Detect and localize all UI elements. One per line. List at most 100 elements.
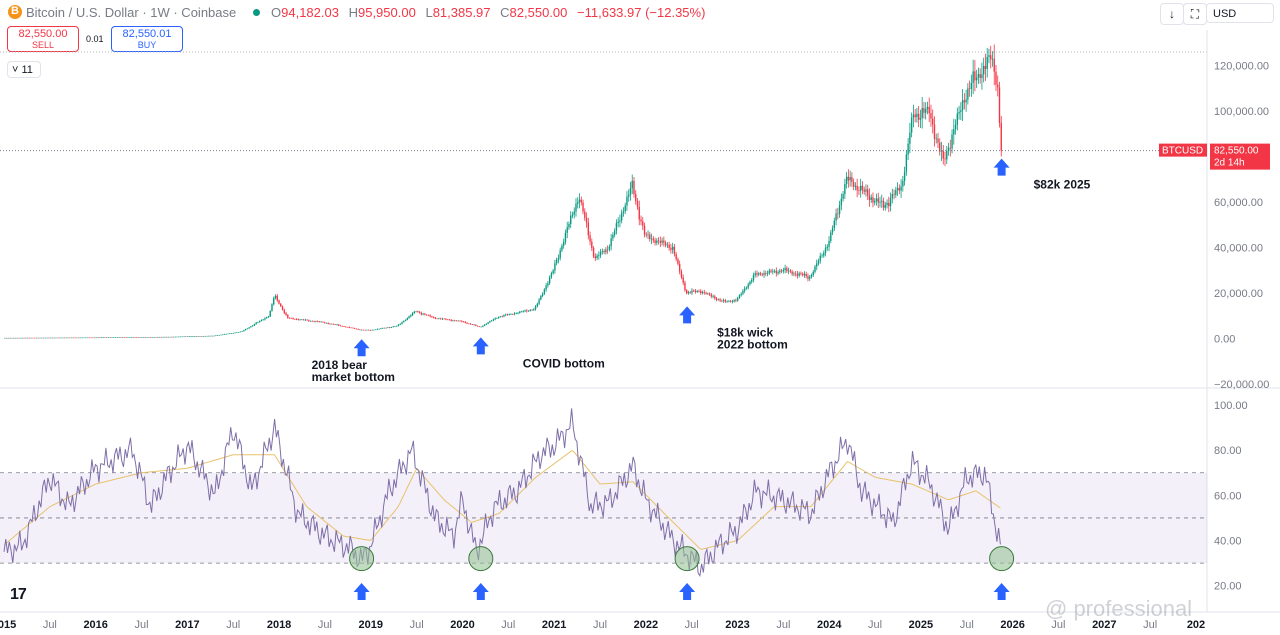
candle (643, 222, 646, 238)
tradingview-logo-icon[interactable]: 17 (10, 586, 27, 603)
symbol-label-box (1159, 143, 1207, 157)
candle (733, 299, 735, 303)
candle (554, 259, 556, 274)
candle (526, 309, 528, 313)
candle (972, 59, 974, 95)
candle (810, 273, 813, 279)
candle (67, 337, 69, 339)
candle (842, 191, 844, 202)
candle (418, 310, 421, 314)
candle (993, 44, 995, 86)
candle (367, 329, 370, 331)
candle (469, 323, 472, 325)
candle (197, 336, 199, 337)
candle (724, 298, 727, 303)
indicators-toggle[interactable]: ˅ 11 (7, 61, 41, 78)
time-tick-label: 2015 (0, 619, 16, 631)
candle (975, 69, 978, 88)
candle (381, 327, 384, 329)
sell-price: 82,550.00 (18, 28, 68, 40)
candle (389, 326, 391, 329)
candle (529, 309, 532, 312)
candle (172, 336, 175, 338)
candle (533, 308, 535, 312)
candle (503, 314, 505, 318)
candle (888, 196, 890, 213)
candle (791, 269, 793, 276)
bitcoin-icon (8, 5, 22, 19)
candle (849, 170, 851, 187)
candle (982, 57, 985, 83)
candle (241, 331, 243, 332)
candle (420, 311, 423, 316)
candle (60, 337, 62, 339)
candle (819, 252, 821, 264)
candle (826, 244, 828, 251)
candle (181, 336, 184, 338)
candle (267, 315, 270, 319)
candle (965, 89, 967, 112)
candle (587, 217, 589, 240)
candle (763, 270, 765, 278)
candle (385, 327, 387, 329)
candle (44, 337, 46, 339)
candle (620, 209, 623, 224)
candle (809, 274, 811, 281)
candle (489, 320, 491, 323)
candle (468, 323, 470, 325)
candle (34, 337, 36, 339)
candle (552, 268, 554, 275)
candle (292, 317, 294, 320)
candle (759, 271, 762, 276)
candle (157, 336, 159, 338)
annotation-text: $18k wick (717, 325, 773, 339)
candle (673, 244, 676, 257)
time-tick-label: 2025 (909, 619, 933, 631)
candle (513, 312, 516, 316)
time-tick-label: 2019 (359, 619, 383, 631)
candle (891, 188, 894, 204)
candle (100, 337, 103, 339)
candle (592, 246, 595, 259)
candle (455, 320, 458, 322)
candle (689, 290, 691, 294)
candle (951, 129, 953, 154)
candle (288, 317, 291, 319)
candle (301, 319, 303, 321)
candle (895, 186, 897, 198)
candle (195, 336, 198, 337)
candle (373, 329, 375, 331)
buy-price: 82,550.01 (122, 28, 172, 40)
candle (51, 337, 54, 339)
candle (997, 75, 999, 97)
candle (222, 334, 224, 336)
time-tick-label: Jul (593, 619, 607, 631)
candle (439, 317, 442, 320)
symbol-title[interactable]: Bitcoin / U.S. Dollar · 1W · Coinbase (26, 5, 237, 20)
candle (519, 310, 521, 314)
candle (884, 202, 886, 211)
candle (464, 321, 466, 324)
rsi-arrow-icon (472, 583, 489, 600)
candle (854, 182, 857, 191)
candle (835, 208, 837, 226)
candle (613, 228, 616, 238)
candle (531, 309, 533, 311)
candle (278, 299, 280, 305)
currency-select[interactable]: USD (1206, 3, 1274, 23)
candle (62, 337, 64, 339)
candle (902, 175, 904, 192)
candle (269, 310, 271, 318)
candle (394, 326, 396, 327)
candle (626, 191, 628, 211)
candle (550, 271, 553, 279)
candle (752, 272, 755, 283)
candle (605, 247, 607, 255)
candle (967, 83, 969, 105)
candle (963, 93, 966, 110)
time-tick-label: 2016 (83, 619, 107, 631)
candle (923, 102, 925, 119)
candle (150, 336, 152, 338)
candle (425, 314, 428, 316)
